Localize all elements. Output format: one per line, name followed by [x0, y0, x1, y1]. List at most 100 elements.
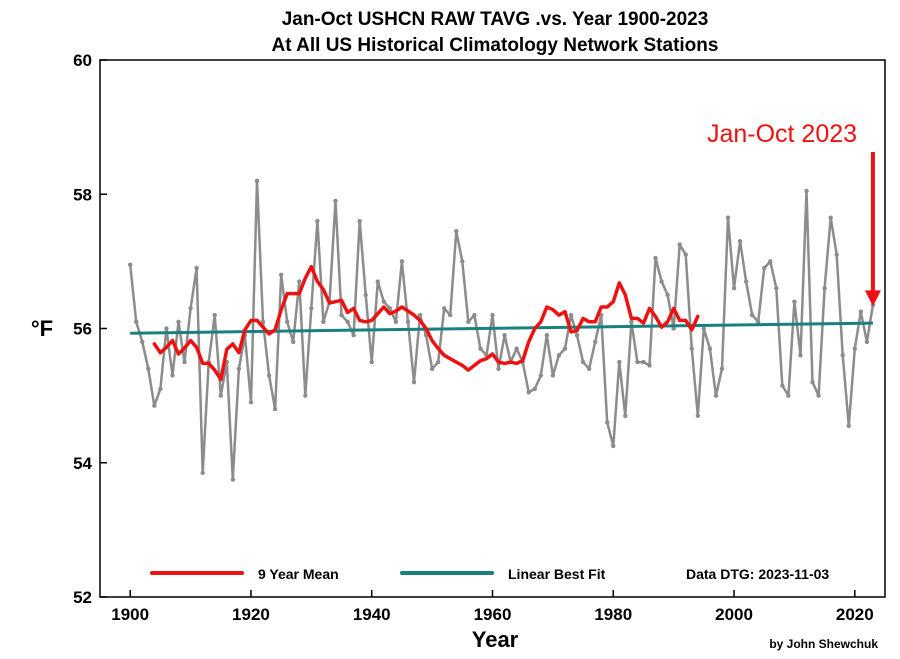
- y-tick-label: 54: [73, 454, 92, 473]
- data-point-annual: [683, 252, 688, 257]
- data-point-annual: [544, 333, 550, 338]
- data-point-annual: [762, 265, 767, 271]
- data-point-annual: [297, 279, 302, 284]
- data-point-annual: [816, 393, 821, 398]
- data-point-annual: [617, 359, 622, 365]
- author-credit: by John Shewchuk: [769, 637, 878, 651]
- data-point-annual: [611, 443, 616, 449]
- data-point-annual: [586, 366, 592, 371]
- data-point-annual: [641, 359, 646, 365]
- data-point-annual: [719, 366, 725, 371]
- x-tick-label: 1980: [594, 605, 632, 624]
- data-point-annual: [695, 413, 701, 418]
- data-point-annual: [309, 306, 314, 311]
- series-line-9-year-mean: [152, 264, 700, 382]
- data-point-annual: [592, 339, 598, 345]
- data-point-annual: [774, 286, 779, 291]
- data-point-annual: [701, 326, 707, 331]
- data-point-annual: [677, 242, 682, 247]
- y-tick-label: 56: [73, 320, 92, 339]
- data-point-annual: [158, 386, 163, 392]
- x-tick-label: 2020: [836, 605, 874, 624]
- data-point-annual: [236, 366, 242, 371]
- data-point-annual: [369, 359, 374, 365]
- data-point-annual: [623, 413, 628, 418]
- data-point-annual: [786, 393, 791, 398]
- data-point-annual: [864, 339, 870, 345]
- data-point-annual: [254, 178, 260, 184]
- x-tick-label: 1900: [111, 605, 149, 624]
- data-point-annual: [315, 218, 320, 224]
- data-dtg-note: Data DTG: 2023-11-03: [686, 566, 829, 582]
- data-point-annual: [725, 215, 731, 220]
- data-point-annual: [375, 279, 380, 284]
- y-tick-label: 60: [73, 51, 92, 70]
- data-point-annual: [460, 259, 465, 264]
- data-point-annual: [435, 359, 441, 365]
- data-point-annual: [810, 380, 815, 385]
- data-point-annual: [514, 346, 519, 351]
- data-point-annual: [635, 359, 640, 365]
- data-point-annual: [170, 373, 175, 378]
- annotation-arrow-head: [864, 290, 881, 307]
- data-point-annual: [345, 319, 350, 324]
- data-point-annual: [393, 319, 399, 324]
- y-axis-label: °F: [31, 316, 53, 341]
- data-point-annual: [351, 333, 356, 338]
- data-point-annual: [532, 386, 537, 392]
- series-line-annual: [128, 179, 875, 481]
- data-point-annual: [605, 420, 610, 425]
- data-point-annual: [852, 346, 858, 351]
- chart-title-line-1: Jan-Oct USHCN RAW TAVG .vs. Year 1900-20…: [282, 9, 709, 30]
- data-point-annual: [127, 262, 133, 267]
- data-point-annual: [749, 312, 755, 318]
- data-point-annual: [411, 380, 417, 385]
- x-axis-label: Year: [472, 627, 519, 652]
- data-point-annual: [496, 366, 501, 371]
- data-point-annual: [272, 406, 278, 412]
- series-line-linear-best-fit: [130, 321, 873, 335]
- data-point-annual: [743, 279, 749, 284]
- data-point-annual: [448, 312, 453, 318]
- data-point-annual: [490, 312, 495, 318]
- chart-title-line-2: At All US Historical Climatology Network…: [272, 35, 719, 56]
- data-point-annual: [339, 312, 344, 318]
- data-point-annual: [146, 366, 151, 371]
- data-point-annual: [822, 286, 827, 291]
- x-axis: 1900 1920 1940 1960 1980 2000 2020: [111, 590, 874, 624]
- data-point-annual: [472, 312, 477, 318]
- annotation-label: Jan-Oct 2023: [707, 120, 857, 148]
- legend-label-linear-best-fit: Linear Best Fit: [508, 566, 606, 582]
- data-point-annual: [858, 309, 864, 314]
- data-point-annual: [284, 319, 290, 324]
- data-point-annual: [248, 400, 254, 405]
- data-point-annual: [689, 346, 694, 351]
- data-point-annual: [647, 363, 652, 368]
- y-tick-label: 58: [73, 185, 92, 204]
- data-point-annual: [381, 299, 387, 304]
- data-point-annual: [429, 366, 435, 371]
- data-point-annual: [502, 333, 507, 338]
- data-point-annual: [200, 470, 205, 476]
- data-point-annual: [454, 228, 459, 234]
- data-point-annual: [303, 393, 308, 398]
- data-point-annual: [194, 265, 199, 271]
- data-point-annual: [188, 306, 193, 311]
- data-point-annual: [737, 239, 743, 244]
- data-point-annual: [659, 279, 664, 284]
- data-point-annual: [363, 292, 368, 298]
- data-point-annual: [707, 346, 713, 351]
- y-axis: 52 54 56 58 60: [73, 51, 107, 607]
- data-point-annual: [671, 326, 676, 331]
- data-point-annual: [260, 319, 266, 324]
- data-point-annual: [846, 423, 851, 429]
- data-point-annual: [399, 259, 405, 264]
- data-point-annual: [405, 319, 411, 324]
- data-point-annual: [828, 215, 833, 220]
- data-point-annual: [538, 373, 544, 378]
- data-point-annual: [212, 312, 217, 318]
- data-point-annual: [665, 292, 670, 298]
- data-point-annual: [562, 346, 568, 351]
- series-layer: [127, 178, 876, 482]
- data-point-annual: [321, 319, 326, 324]
